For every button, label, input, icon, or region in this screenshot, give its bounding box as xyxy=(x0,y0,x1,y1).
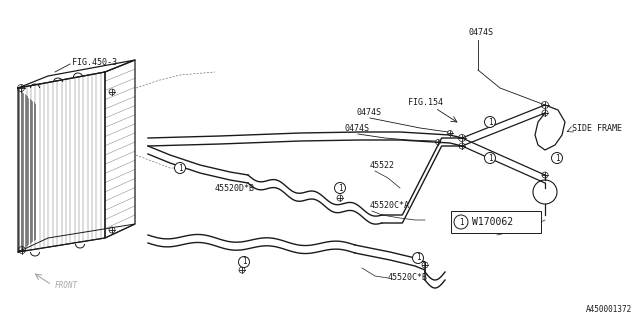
Text: A450001372: A450001372 xyxy=(586,306,632,315)
Circle shape xyxy=(484,153,495,164)
FancyBboxPatch shape xyxy=(451,211,541,233)
Circle shape xyxy=(175,163,186,173)
Text: 1: 1 xyxy=(338,183,342,193)
Text: 1: 1 xyxy=(178,164,182,172)
Circle shape xyxy=(552,153,563,164)
Text: 1: 1 xyxy=(416,253,420,262)
Circle shape xyxy=(335,182,346,194)
Text: 1: 1 xyxy=(555,154,559,163)
Text: 45522: 45522 xyxy=(370,161,395,170)
Text: FRONT: FRONT xyxy=(55,281,78,290)
Circle shape xyxy=(484,116,495,127)
Text: 45520D*B: 45520D*B xyxy=(215,183,255,193)
Text: 45520C*B: 45520C*B xyxy=(388,274,428,283)
Circle shape xyxy=(454,215,468,229)
Circle shape xyxy=(239,257,250,268)
Text: 0474S: 0474S xyxy=(356,108,381,116)
Text: 45520C*A: 45520C*A xyxy=(370,201,410,210)
Text: FIG.154: FIG.154 xyxy=(408,98,443,107)
Text: 1: 1 xyxy=(459,218,463,227)
Text: W170062: W170062 xyxy=(472,217,513,227)
Text: 0474S: 0474S xyxy=(468,28,493,36)
Text: 1: 1 xyxy=(488,154,492,163)
Circle shape xyxy=(413,252,424,263)
Text: FIG.450-3: FIG.450-3 xyxy=(72,58,117,67)
Text: SIDE FRAME: SIDE FRAME xyxy=(572,124,622,132)
Text: 0474S: 0474S xyxy=(344,124,369,132)
Text: 1: 1 xyxy=(488,117,492,126)
Text: 45520D*A: 45520D*A xyxy=(488,223,528,233)
Text: 1: 1 xyxy=(242,258,246,267)
